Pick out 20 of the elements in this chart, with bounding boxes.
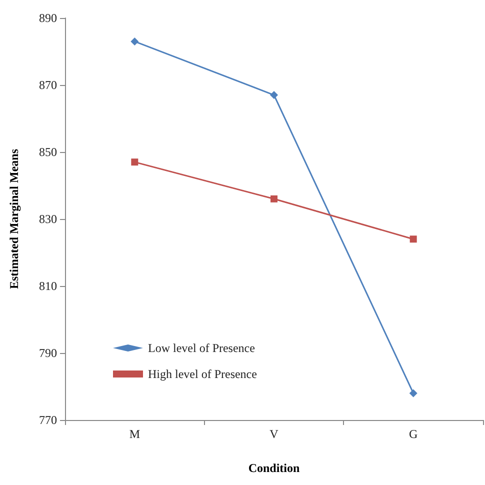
point <box>130 37 139 46</box>
y-axis-title: Estimated Marginal Means <box>7 148 21 289</box>
x-tick-label: G <box>408 427 418 441</box>
y-tick-label: 850 <box>39 145 57 159</box>
point <box>270 91 278 100</box>
point <box>410 236 417 243</box>
y-tick-label: 790 <box>39 346 57 360</box>
x-axis-title: Condition <box>248 461 300 475</box>
y-tick-label: 770 <box>39 413 57 427</box>
legend-label: Low level of Presence <box>148 341 255 355</box>
y-tick-label: 810 <box>39 279 57 293</box>
x-tick-label: V <box>270 427 279 441</box>
point <box>270 195 278 202</box>
legend-label: High level of Presence <box>148 367 257 381</box>
y-tick-label: 890 <box>39 11 57 25</box>
y-tick-label: 870 <box>39 78 57 92</box>
y-tick-label: 830 <box>39 212 57 226</box>
x-tick-label: M <box>129 427 140 441</box>
point <box>409 389 418 398</box>
point <box>131 158 138 166</box>
